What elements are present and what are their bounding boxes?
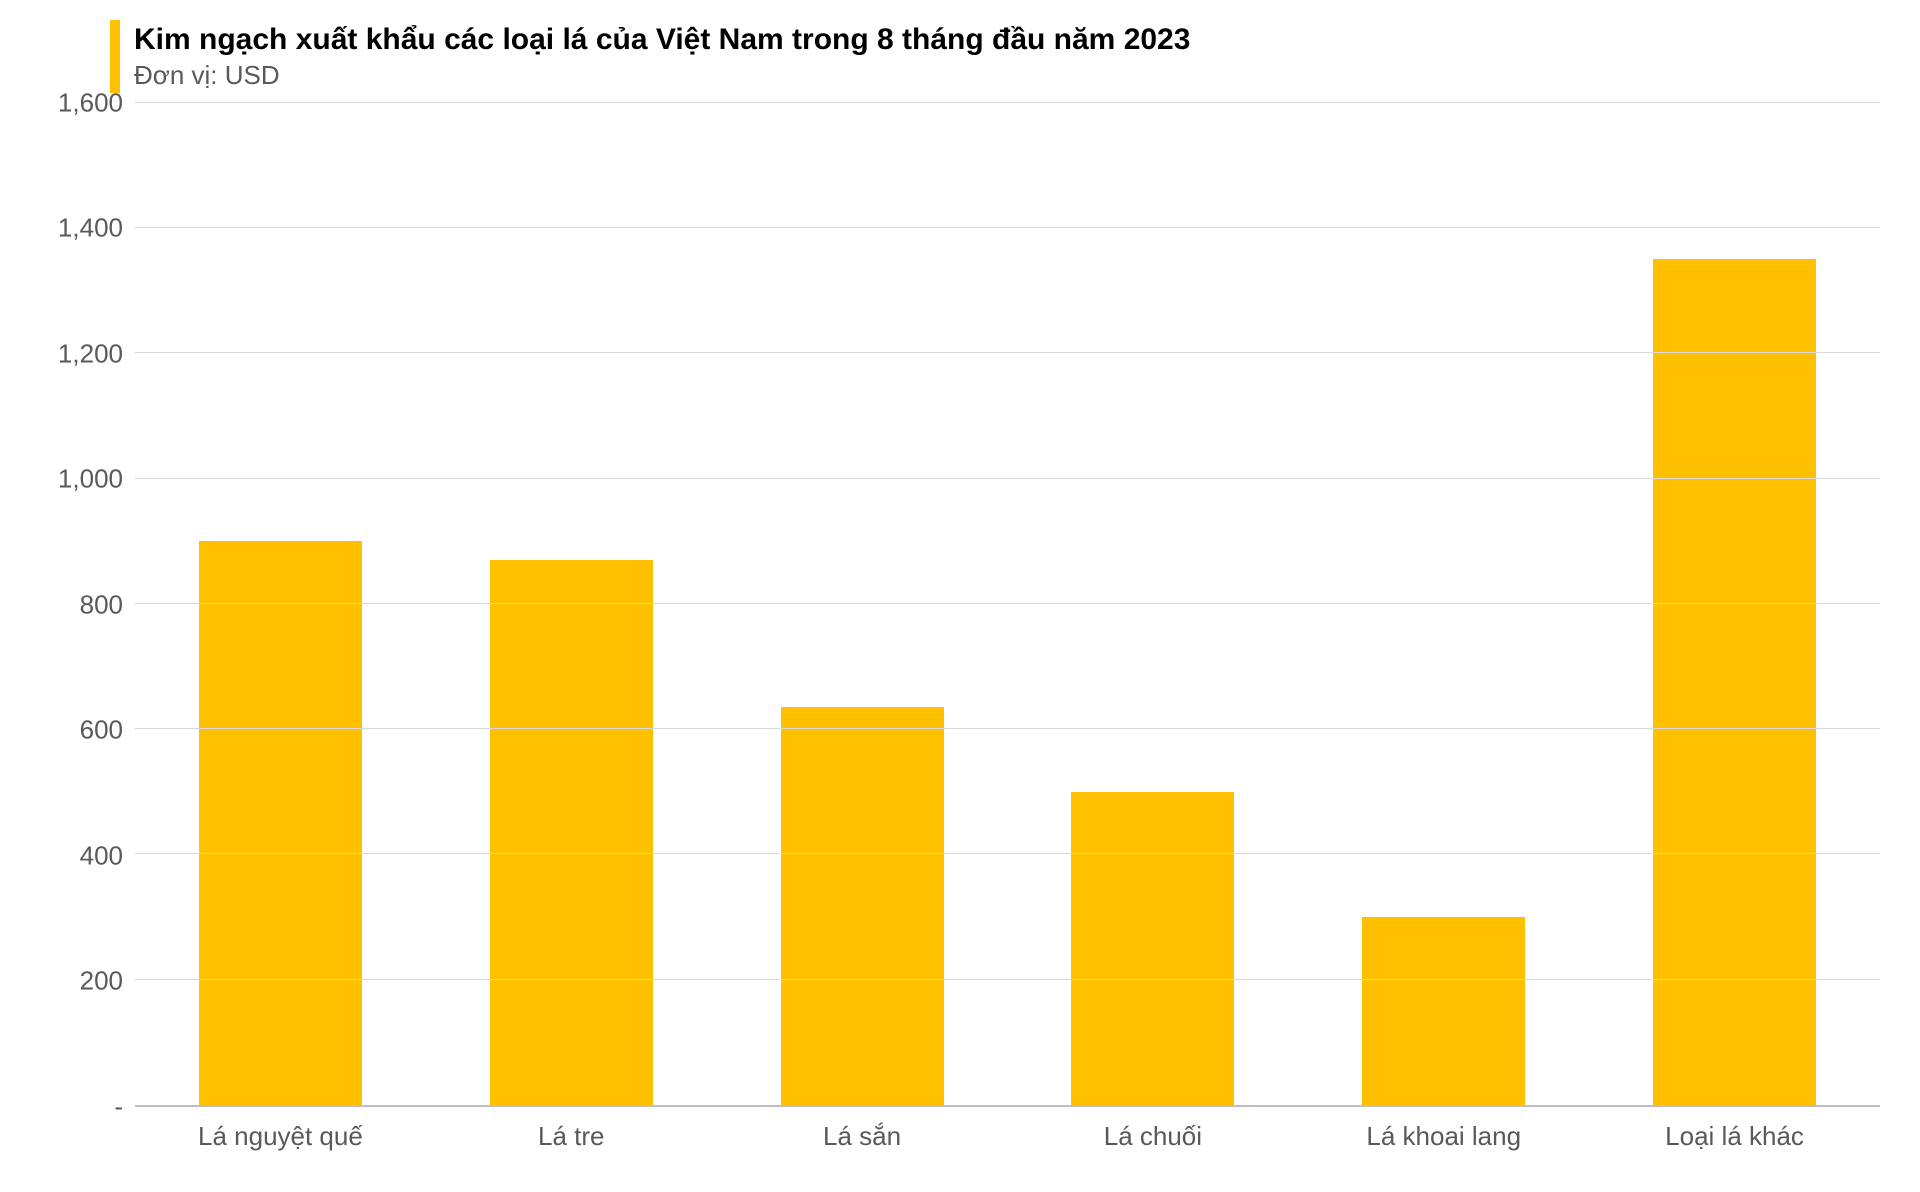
gridline: [135, 603, 1880, 604]
bar: [781, 707, 944, 1105]
gridline: [135, 853, 1880, 854]
title-accent-bar: [110, 20, 120, 93]
y-tick-label: -: [114, 1092, 123, 1123]
bar: [199, 541, 362, 1105]
chart-subtitle: Đơn vị: USD: [134, 59, 1190, 93]
gridline: [135, 478, 1880, 479]
y-tick-label: 200: [80, 966, 123, 997]
y-tick-label: 600: [80, 715, 123, 746]
y-axis: -2004006008001,0001,2001,4001,600: [40, 103, 135, 1107]
x-tick-label: Lá nguyệt quế: [135, 1121, 426, 1152]
y-tick-label: 800: [80, 589, 123, 620]
x-axis: Lá nguyệt quếLá treLá sắnLá chuốiLá khoa…: [135, 1107, 1880, 1152]
plot-area: [135, 103, 1880, 1107]
y-tick-label: 1,400: [58, 213, 123, 244]
x-tick-label: Lá khoai lang: [1298, 1121, 1589, 1152]
plot-wrap: -2004006008001,0001,2001,4001,600 Lá ngu…: [40, 103, 1880, 1152]
gridline: [135, 227, 1880, 228]
bar: [1362, 917, 1525, 1105]
bar: [1071, 792, 1234, 1105]
plot-row: -2004006008001,0001,2001,4001,600: [40, 103, 1880, 1107]
chart-title: Kim ngạch xuất khẩu các loại lá của Việt…: [134, 20, 1190, 59]
x-tick-label: Lá chuối: [1007, 1121, 1298, 1152]
x-tick-label: Lá tre: [426, 1121, 717, 1152]
gridline: [135, 102, 1880, 103]
y-tick-label: 400: [80, 840, 123, 871]
title-block: Kim ngạch xuất khẩu các loại lá của Việt…: [110, 20, 1880, 93]
x-tick-label: Lá sắn: [717, 1121, 1008, 1152]
y-tick-label: 1,600: [58, 87, 123, 118]
y-tick-label: 1,200: [58, 338, 123, 369]
title-text-wrap: Kim ngạch xuất khẩu các loại lá của Việt…: [134, 20, 1190, 93]
x-tick-label: Loại lá khác: [1589, 1121, 1880, 1152]
bar-chart: Kim ngạch xuất khẩu các loại lá của Việt…: [40, 20, 1880, 1152]
gridline: [135, 352, 1880, 353]
gridline: [135, 979, 1880, 980]
gridline: [135, 728, 1880, 729]
bar: [490, 560, 653, 1105]
y-tick-label: 1,000: [58, 464, 123, 495]
